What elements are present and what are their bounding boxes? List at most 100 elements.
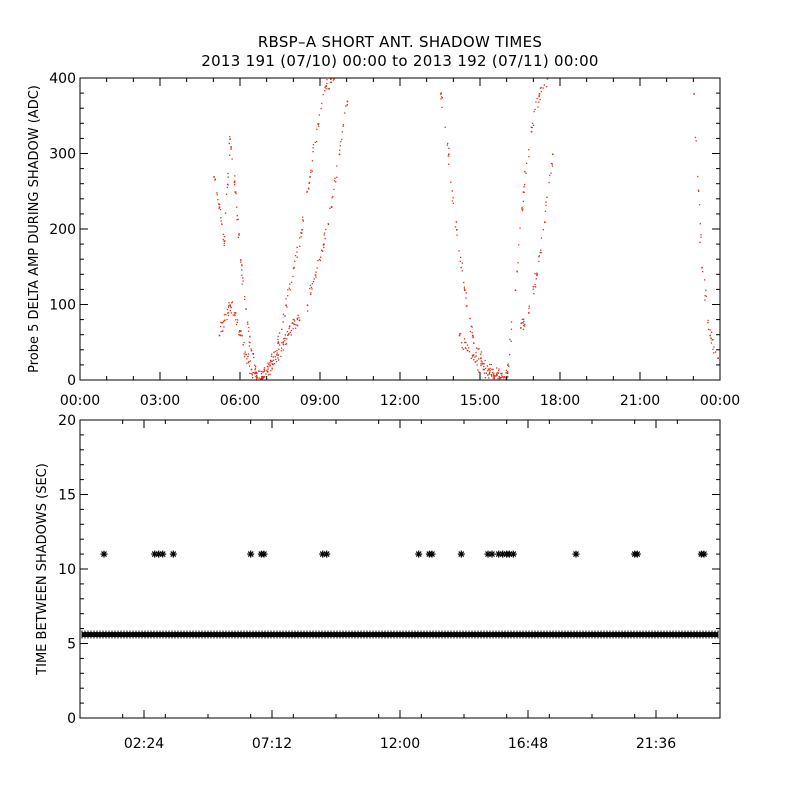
data-point <box>230 148 232 150</box>
data-point <box>549 174 551 177</box>
data-point <box>534 108 536 111</box>
y-tick-label: 300 <box>49 147 76 163</box>
data-point <box>548 181 550 184</box>
data-point <box>521 209 524 212</box>
data-point <box>277 338 279 341</box>
data-point <box>234 191 237 193</box>
data-point <box>285 343 288 345</box>
y-tick-label: 0 <box>67 711 76 727</box>
data-point <box>474 361 477 363</box>
x-tick-label: 21:00 <box>620 393 660 409</box>
data-point <box>263 367 266 369</box>
data-point <box>472 334 474 337</box>
data-point <box>219 325 222 328</box>
data-point <box>270 360 272 362</box>
data-point <box>707 319 709 322</box>
data-point <box>517 262 519 264</box>
data-point <box>521 208 523 210</box>
data-point <box>472 356 474 358</box>
data-point <box>523 186 525 188</box>
data-point <box>222 322 224 324</box>
data-point <box>466 344 469 346</box>
data-point <box>493 378 495 380</box>
data-point <box>533 293 535 295</box>
data-point <box>717 357 719 359</box>
data-point <box>260 373 263 375</box>
data-point <box>248 326 250 329</box>
data-point <box>572 550 580 558</box>
data-point <box>218 203 221 206</box>
data-point <box>505 369 508 371</box>
data-point <box>332 79 335 81</box>
data-point <box>482 362 484 365</box>
data-point <box>342 124 345 126</box>
data-point <box>238 232 240 235</box>
data-point <box>705 289 707 291</box>
data-point <box>214 178 216 181</box>
data-point <box>540 90 542 93</box>
data-point <box>229 305 232 308</box>
data-point <box>225 313 227 316</box>
data-point <box>230 146 232 148</box>
data-point <box>316 140 318 143</box>
data-point <box>280 350 282 352</box>
data-point <box>536 97 538 100</box>
data-point <box>273 363 276 365</box>
data-point <box>503 377 505 379</box>
data-point <box>275 361 278 363</box>
data-point <box>505 378 507 380</box>
data-point <box>698 204 701 206</box>
data-point <box>341 138 343 141</box>
data-point <box>471 354 474 356</box>
data-point <box>481 363 483 365</box>
data-point <box>335 181 337 183</box>
data-point <box>282 349 284 351</box>
data-point <box>246 358 248 360</box>
data-point <box>486 365 488 367</box>
data-point <box>528 156 530 158</box>
data-point <box>700 234 702 236</box>
plot-frame <box>79 77 721 381</box>
data-point <box>441 106 443 108</box>
data-point <box>345 105 347 107</box>
data-point <box>711 339 713 341</box>
y-tick-label: 20 <box>58 413 76 429</box>
data-point <box>247 550 255 558</box>
data-point <box>298 319 301 322</box>
data-point <box>538 93 541 95</box>
data-point <box>538 101 540 103</box>
data-point <box>500 374 503 376</box>
data-point <box>284 340 286 342</box>
data-point <box>346 104 348 106</box>
data-point <box>483 372 486 374</box>
data-point <box>261 376 263 378</box>
data-point <box>282 321 284 323</box>
data-point <box>539 251 541 254</box>
data-point <box>295 327 297 329</box>
data-point <box>294 320 296 322</box>
data-point <box>320 107 322 110</box>
data-point <box>344 112 346 114</box>
data-point <box>325 85 327 88</box>
data-point <box>508 365 510 367</box>
data-point <box>525 172 527 174</box>
data-point <box>448 163 450 165</box>
data-point <box>261 370 263 373</box>
data-point <box>240 259 242 261</box>
data-point <box>489 363 491 366</box>
data-point <box>493 372 495 374</box>
data-point <box>528 307 530 309</box>
data-point <box>217 199 219 201</box>
data-point <box>545 204 547 207</box>
data-point <box>523 320 525 322</box>
data-point <box>506 371 509 373</box>
data-points <box>213 78 719 380</box>
data-point <box>465 305 467 307</box>
data-point <box>260 378 262 380</box>
data-point <box>267 366 269 368</box>
data-point <box>633 550 641 558</box>
data-point <box>159 550 167 558</box>
data-point <box>448 147 450 149</box>
data-point <box>460 256 462 258</box>
data-point <box>458 250 460 252</box>
